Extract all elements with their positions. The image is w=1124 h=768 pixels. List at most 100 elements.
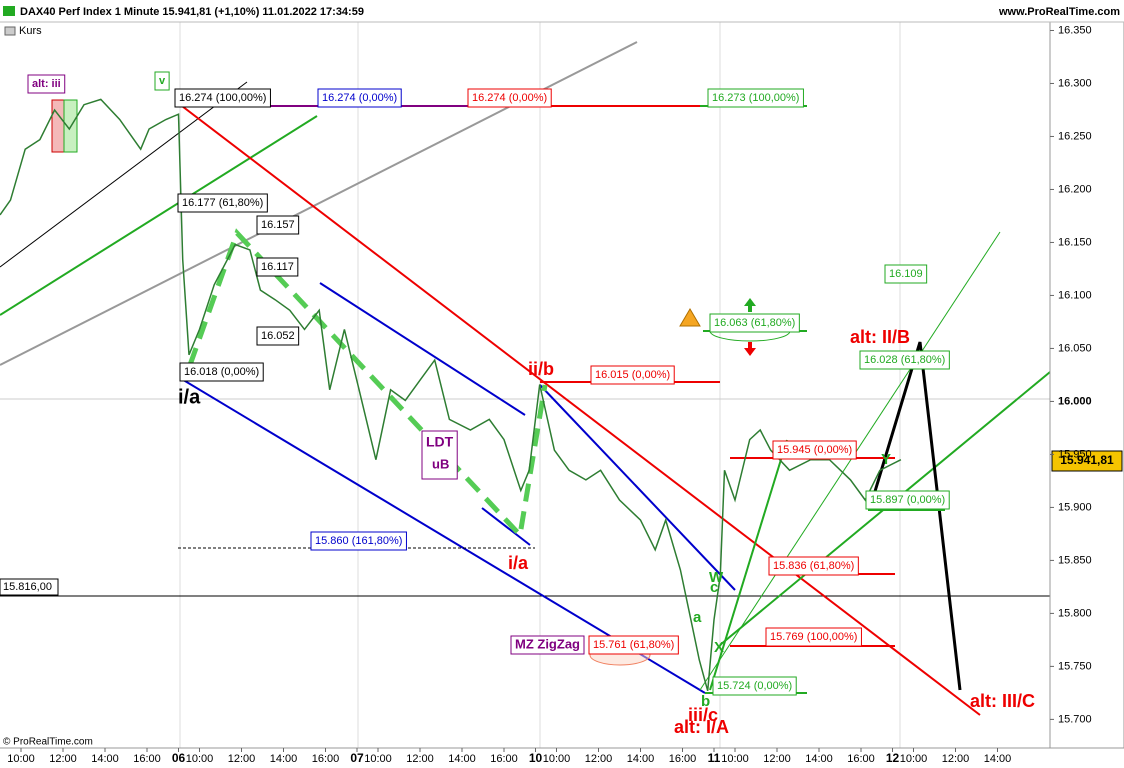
x-tick-label: 12 xyxy=(886,751,900,765)
annotation-box xyxy=(154,71,170,91)
annotation: 15.724 (0,00%) xyxy=(717,680,792,692)
annotation: iii/c xyxy=(688,705,718,725)
x-tick-label: 12:00 xyxy=(942,753,970,765)
x-tick-label: 10:00 xyxy=(900,753,928,765)
y-tick-label: 15.850 xyxy=(1058,554,1092,566)
x-tick-label: 16:00 xyxy=(133,753,161,765)
plot xyxy=(0,98,902,691)
annotation-box xyxy=(590,365,675,385)
annotation-box xyxy=(179,362,264,382)
annotation: alt: iii xyxy=(32,78,61,90)
annotation-box xyxy=(768,556,859,576)
annotation: 15.761 (61,80%) xyxy=(593,639,674,651)
annotation: b xyxy=(701,693,710,710)
annotation-box xyxy=(177,193,268,213)
x-tick-label: 12:00 xyxy=(585,753,613,765)
level-tag xyxy=(0,578,59,596)
annotation: i/a xyxy=(178,386,201,408)
price-line xyxy=(0,98,902,691)
price-tag-label: 15.941,81 xyxy=(1060,453,1114,467)
annotation: 16.052 xyxy=(261,330,295,342)
annotation: a xyxy=(693,609,702,626)
y-tick-label: 15.950 xyxy=(1058,448,1092,460)
y-tick-label: 16.000 xyxy=(1058,395,1092,407)
x-tick-label: 10:00 xyxy=(364,753,392,765)
copyright: © ProRealTime.com xyxy=(3,737,93,748)
annotation-box xyxy=(884,264,928,284)
y-tick-label: 16.050 xyxy=(1058,342,1092,354)
annotation: 15.836 (61,80%) xyxy=(773,560,854,572)
annotation-box xyxy=(709,313,800,333)
price-tag xyxy=(1051,450,1123,472)
annotation-box xyxy=(510,635,585,655)
annotation: 16.274 (0,00%) xyxy=(322,92,397,104)
x-tick-label: 10 xyxy=(529,751,543,765)
annotation-box xyxy=(588,635,679,655)
y-tick-label: 16.250 xyxy=(1058,130,1092,142)
annotation: 16.018 (0,00%) xyxy=(184,366,259,378)
annotation: W xyxy=(709,569,724,586)
annotation: 16.015 (0,00%) xyxy=(595,369,670,381)
x-tick-label: 10:00 xyxy=(186,753,214,765)
x-tick-label: 12:00 xyxy=(228,753,256,765)
x-tick-label: 14:00 xyxy=(448,753,476,765)
x-tick-label: 10:00 xyxy=(721,753,749,765)
x-tick-label: 14:00 xyxy=(805,753,833,765)
annotation: 16.028 (61,80%) xyxy=(864,354,945,366)
annotation-box xyxy=(467,88,552,108)
annotation: 15.897 (0,00%) xyxy=(870,494,945,506)
annotation: i/a xyxy=(508,553,529,573)
annotation-box xyxy=(256,215,300,235)
x-tick-label: 12:00 xyxy=(49,753,77,765)
annotation: v xyxy=(159,75,166,87)
x-tick-label: 16:00 xyxy=(669,753,697,765)
annotation: alt: II/B xyxy=(850,327,910,347)
annotation: 16.117 xyxy=(261,261,294,273)
x-tick-label: 16:00 xyxy=(847,753,875,765)
annotation: LDT xyxy=(426,434,454,450)
annotation-box xyxy=(256,326,300,346)
x-tick-label: 16:00 xyxy=(312,753,340,765)
x-tick-label: 14:00 xyxy=(91,753,119,765)
annotation: MZ ZigZag xyxy=(515,636,580,651)
annotation-box xyxy=(712,676,797,696)
y-tick-label: 15.900 xyxy=(1058,501,1092,513)
annotation: 15.860 (161,80%) xyxy=(315,535,402,547)
trend-lines xyxy=(0,41,1051,716)
x-tick-label: 14:00 xyxy=(984,753,1012,765)
y-tick-label: 15.800 xyxy=(1058,607,1092,619)
annotation-box xyxy=(174,88,271,108)
annotation: Y xyxy=(881,451,891,468)
annotation-box xyxy=(772,440,857,460)
annotation-box xyxy=(317,88,402,108)
header xyxy=(0,0,1124,22)
x-tick-label: 11 xyxy=(708,751,721,765)
x-tick-label: 12:00 xyxy=(763,753,791,765)
level-tag-label: 15.816,00 xyxy=(3,581,52,593)
annotation: uB xyxy=(432,456,449,471)
annotation: alt: I/A xyxy=(674,717,729,737)
annotation: 16.274 (0,00%) xyxy=(472,92,547,104)
annotation: 15.769 (100,00%) xyxy=(770,631,857,643)
logo xyxy=(3,6,15,16)
annotation: 16.109 xyxy=(889,268,923,280)
annotation-box xyxy=(707,88,804,108)
x-tick-label: 12:00 xyxy=(406,753,434,765)
annotation-box xyxy=(421,430,458,480)
annotation-box xyxy=(310,531,407,551)
header-site: www.ProRealTime.com xyxy=(998,6,1120,18)
y-tick-label: 15.700 xyxy=(1058,713,1092,725)
annotation-box xyxy=(859,350,950,370)
annotation: c xyxy=(710,579,718,596)
annotation-box xyxy=(27,74,66,94)
annotation: 16.177 (61,80%) xyxy=(182,197,263,209)
y-axis xyxy=(1049,21,1124,749)
annotation-box xyxy=(256,257,299,277)
down-arrow xyxy=(744,342,756,356)
x-tick-label: 07 xyxy=(350,751,364,765)
header-title: DAX40 Perf Index 1 Minute 15.941,81 (+1,… xyxy=(20,6,364,18)
annotation: 15.945 (0,00%) xyxy=(777,444,852,456)
x-axis xyxy=(0,748,1050,768)
y-tick-label: 16.300 xyxy=(1058,77,1092,89)
